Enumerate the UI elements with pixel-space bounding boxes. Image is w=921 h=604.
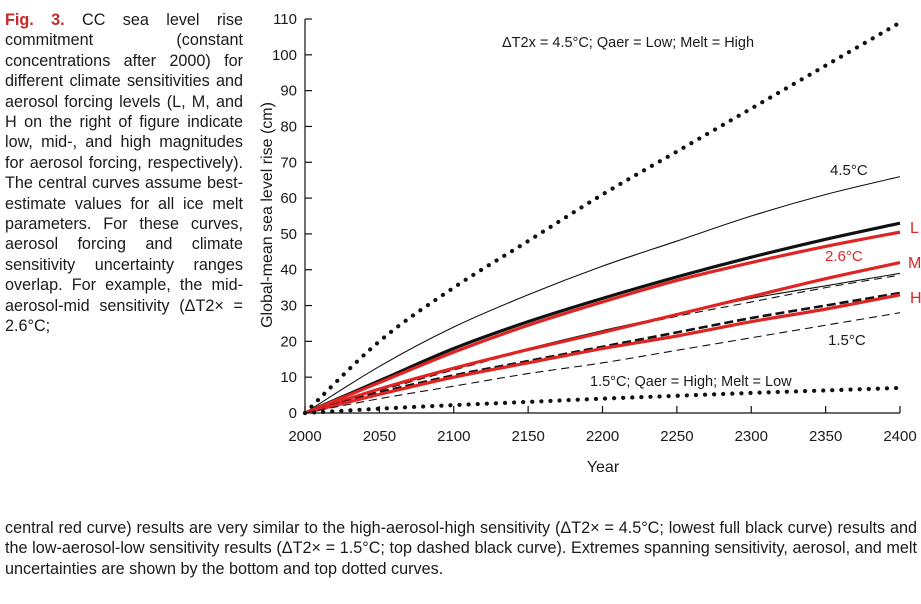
series-line-3 [304,221,901,415]
x-tick-label: 2250 [660,428,693,445]
y-tick-label: 60 [280,190,297,207]
label-sensitivity-26: 2.6°C [825,248,863,265]
caption-text-top: CC sea level rise commitment (constant c… [5,11,243,336]
series-line-2 [304,176,901,414]
x-tick-label: 2150 [511,428,544,445]
y-tick-label: 70 [280,154,297,171]
y-tick-label: 90 [280,83,297,100]
axes-frame [304,19,900,414]
x-tick-label: 2300 [735,428,768,445]
y-tick-label: 0 [289,405,297,422]
sea-level-chart: 0 10 20 30 40 50 60 70 80 90 100 110 2000 2050 2100 215… [259,11,921,476]
label-sensitivity-15: 1.5°C [828,332,866,349]
label-aerosol-low: L [910,220,919,237]
annotation-labels: ΔT2x = 4.5°C; Qaer = Low; Melt = High 4.5… [502,35,921,390]
axis-ticks: 0 10 20 30 40 50 60 70 80 90 100 110 2000 2050 2100 215… [272,11,917,445]
x-axis-label: Year [587,459,620,476]
series-line-1 [302,20,903,416]
y-tick-label: 40 [280,262,297,279]
series-line-6 [304,274,901,414]
series-line-8 [304,291,901,415]
y-tick-label: 20 [280,333,297,350]
x-tick-label: 2200 [586,428,619,445]
label-sensitivity-45: 4.5°C [830,162,868,179]
series-line-7 [304,260,901,415]
series-lines [302,20,903,416]
y-tick-label: 80 [280,118,297,135]
label-aerosol-mid: M [908,255,921,272]
annotation-top-extreme: ΔT2x = 4.5°C; Qaer = Low; Melt = High [502,35,754,51]
figure-caption-top: Fig. 3. CC sea level rise commitment (co… [5,10,243,337]
figure-number: Fig. 3. [5,11,65,29]
annotation-bottom-extreme: 1.5°C; Qaer = High; Melt = Low [590,374,792,390]
series-line-9 [304,293,901,415]
y-tick-label: 50 [280,226,297,243]
series-line-10 [304,312,901,414]
x-tick-label: 2100 [437,428,470,445]
y-axis-label: Global-mean sea level rise (cm) [259,102,276,328]
figure-caption-bottom: central red curve) results are very simi… [5,519,917,578]
label-aerosol-high: H [910,290,921,307]
x-tick-label: 2350 [809,428,842,445]
y-tick-label: 100 [272,47,297,64]
series-line-4 [304,230,901,415]
y-tick-label: 110 [273,11,297,28]
y-tick-label: 30 [280,298,297,315]
y-tick-label: 10 [280,369,297,386]
x-tick-label: 2050 [363,428,396,445]
x-tick-label: 2400 [883,428,916,445]
x-tick-label: 2000 [288,428,321,445]
series-line-11 [302,385,903,416]
